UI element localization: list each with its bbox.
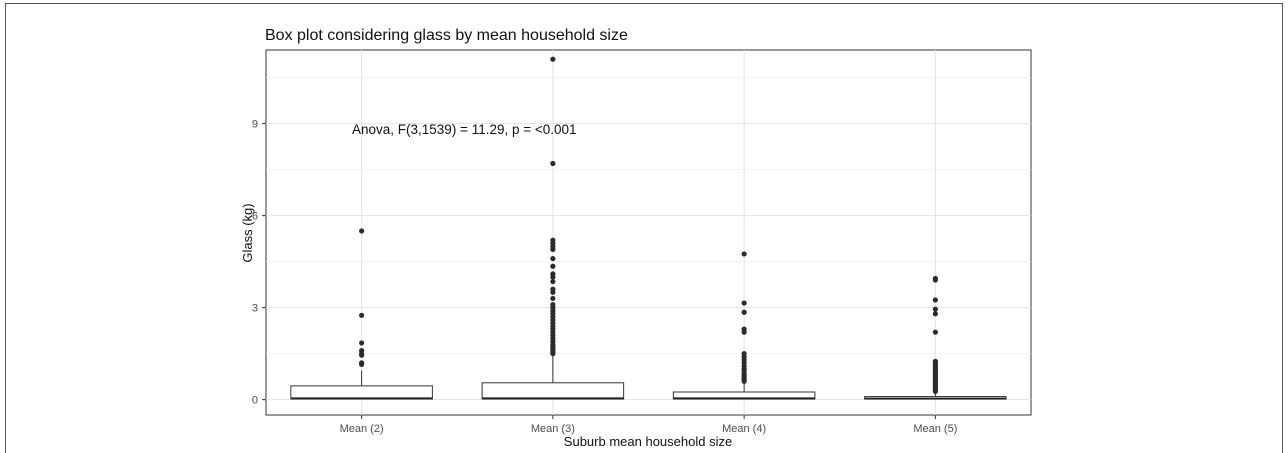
y-tick-label: 3 [252,303,258,315]
box [481,382,625,400]
outlier-point [741,378,747,384]
outlier-point [932,306,938,312]
x-tick-label: Mean (4) [722,423,766,435]
plot-panel [265,49,1032,416]
x-tick-label: Mean (3) [531,423,575,435]
box [672,391,816,400]
x-tick-label: Mean (5) [913,423,957,435]
outlier-point [550,56,556,62]
outlier-point [741,300,747,306]
outlier-point [932,297,938,303]
anova-annotation: Anova, F(3,1539) = 11.29, p = <0.001 [352,122,577,137]
outlier-point [550,278,556,285]
y-tick-label: 9 [252,119,258,131]
outlier-point [932,311,938,317]
outlier-point [550,289,556,295]
outlier-point [359,312,365,318]
x-tick-label: Mean (2) [340,423,384,435]
outlier-point [550,160,556,167]
y-tick-label: 6 [252,211,258,223]
y-tick-label: 0 [252,395,258,407]
outlier-point [550,351,556,357]
outlier-point [359,228,365,234]
outlier-point [359,340,365,346]
boxes-layer [290,56,1007,400]
box [290,385,433,400]
outlier-point [550,295,556,302]
outlier-point [550,246,556,252]
outlier-point [932,277,938,283]
outlier-point [741,329,747,335]
outlier-point [550,274,556,280]
outlier-point [359,352,365,358]
outlier-point [359,361,365,367]
outlier-point [932,329,938,335]
chart-title: Box plot considering glass by mean house… [265,27,628,44]
outlier-point [741,309,747,315]
tick-layer: 0 3 6 9 Mean (2) Mean (3) Mean (4) Mean (5) [252,119,958,435]
x-axis-title: Suburb mean household size [564,434,732,449]
outlier-point [741,251,747,257]
y-axis-title: Glass (kg) [240,203,255,262]
figure-frame [5,3,1283,453]
outlier-point [550,263,556,269]
outlier-point [550,255,556,262]
outlier-point [932,388,938,394]
